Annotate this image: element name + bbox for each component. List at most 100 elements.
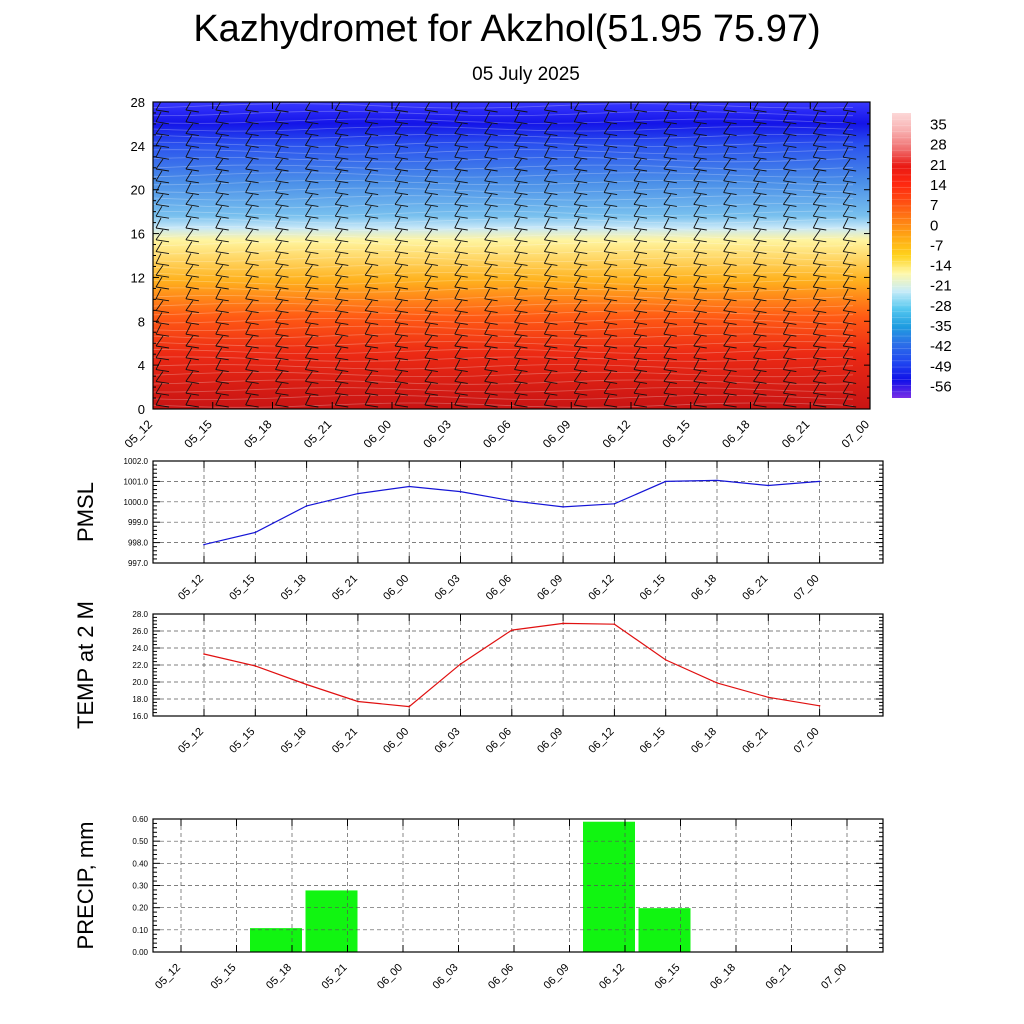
temp-xtick-label: 05_18: [279, 726, 309, 756]
wind-barb-staff: [663, 170, 671, 182]
wind-barb-staff: [454, 382, 462, 394]
wind-barb-flag: [813, 203, 827, 207]
wind-barb-staff: [663, 288, 670, 300]
wind-barb-flag: [574, 144, 588, 148]
wind-barb-flag: [245, 298, 259, 302]
wind-barb-staff: [394, 182, 401, 193]
wind-barb-flag: [275, 239, 289, 243]
wind-barb-staff: [663, 123, 672, 134]
wind-barb-staff: [573, 253, 580, 264]
wind-barb-staff: [873, 183, 878, 193]
wind-barb-staff: [514, 158, 522, 170]
heatmap-ytick-label: 4: [138, 358, 145, 373]
wind-barb-flag: [604, 357, 618, 361]
temp-point: [459, 663, 462, 665]
pmsl-grid: [153, 460, 883, 564]
wind-barb-flag: [275, 192, 289, 196]
wind-barb-staff: [275, 217, 281, 229]
wind-barb-staff: [544, 335, 552, 347]
wind-barb-staff: [245, 229, 253, 241]
wind-barb-flag: [753, 156, 767, 160]
wind-barb-staff: [424, 394, 431, 406]
wind-barb-staff: [215, 146, 222, 158]
wind-barb-flag: [783, 109, 797, 113]
wind-barb-flag: [783, 262, 797, 266]
wind-barb-flag: [215, 227, 229, 231]
wind-barb-flag: [633, 215, 648, 219]
wind-barb-staff: [544, 300, 552, 311]
wind-barb-staff: [424, 229, 433, 241]
wind-barb-flag: [544, 262, 558, 266]
wind-barb-staff: [155, 123, 164, 134]
wind-barb-flag: [185, 109, 199, 113]
colorbar-label: -7: [930, 237, 943, 254]
wind-barb-staff: [394, 194, 403, 205]
wind-barb-staff: [424, 382, 432, 394]
wind-barb-flag: [514, 121, 528, 125]
wind-barb-flag: [394, 121, 409, 125]
wind-barb-staff: [394, 205, 402, 217]
wind-barb-staff: [185, 371, 194, 382]
wind-barb-flag: [604, 404, 618, 408]
wind-barb-staff: [663, 371, 672, 382]
wind-barb-flag: [783, 203, 797, 207]
temp-xtick-label: 07_00: [792, 726, 822, 756]
wind-barb-flag: [185, 333, 199, 337]
pmsl-ytick-label: 997.0: [128, 559, 149, 568]
wind-barb-staff: [842, 182, 849, 193]
wind-barb-staff: [873, 171, 879, 181]
colorbar-label: 35: [930, 117, 947, 134]
wind-barb-staff: [334, 194, 343, 205]
wind-barb-staff: [185, 146, 192, 158]
wind-barb-staff: [842, 382, 850, 394]
wind-barb-flag: [873, 252, 886, 254]
heatmap-xtick-label: 05_21: [301, 417, 335, 451]
wind-barb-staff: [544, 194, 552, 205]
wind-barb-staff: [334, 359, 341, 370]
wind-barb-staff: [454, 158, 463, 170]
wind-barb-staff: [185, 347, 193, 359]
wind-barb-flag: [245, 192, 259, 196]
wind-barb-staff: [543, 323, 550, 335]
wind-barb-flag: [365, 121, 379, 125]
wind-barb-staff: [723, 111, 730, 123]
wind-barb-flag: [843, 310, 857, 314]
wind-barb-flag: [753, 109, 767, 113]
wind-barb-flag: [514, 404, 528, 408]
wind-barb-staff: [663, 253, 670, 264]
wind-barb-flag: [873, 122, 886, 124]
wind-barb-staff: [215, 170, 223, 182]
wind-barb-flag: [873, 216, 886, 218]
wind-barb-staff: [394, 170, 402, 182]
wind-barb-staff: [215, 300, 224, 311]
wind-barb-staff: [753, 123, 761, 134]
wind-barb-staff: [603, 312, 611, 323]
precip-xtick-label: 06_18: [708, 962, 738, 992]
wind-barb-flag: [215, 239, 229, 243]
wind-barb-staff: [693, 347, 701, 359]
wind-barb-staff: [424, 288, 431, 300]
wind-barb-flag: [155, 192, 170, 196]
wind-barb-staff: [842, 229, 851, 241]
temp-point: [716, 682, 718, 684]
wind-barb-flag: [544, 251, 558, 255]
wind-barb-staff: [454, 323, 461, 335]
precip-bar: [304, 889, 359, 953]
wind-barb-staff: [573, 371, 582, 382]
wind-barb-staff: [782, 102, 789, 111]
pmsl-panel: 997.0 998.0 999.0 1000.0 1001.0 1002.0 05_12 05…: [73, 457, 884, 603]
precip-xtick-label: 05_12: [153, 962, 183, 992]
wind-barb-flag: [873, 145, 886, 147]
wind-barb-staff: [782, 135, 790, 146]
wind-barb-staff: [304, 347, 312, 359]
wind-barb-staff: [753, 111, 759, 123]
wind-barb-flag: [245, 215, 259, 219]
wind-barb-staff: [663, 182, 670, 193]
wind-barb-staff: [275, 394, 281, 406]
wind-barb-staff: [873, 147, 878, 157]
wind-barb-flag: [753, 121, 767, 125]
temp-xtick-label: 05_12: [176, 726, 206, 756]
contour-line: [153, 256, 854, 262]
wind-barb-staff: [334, 102, 341, 111]
wind-barb-flag: [454, 286, 468, 290]
